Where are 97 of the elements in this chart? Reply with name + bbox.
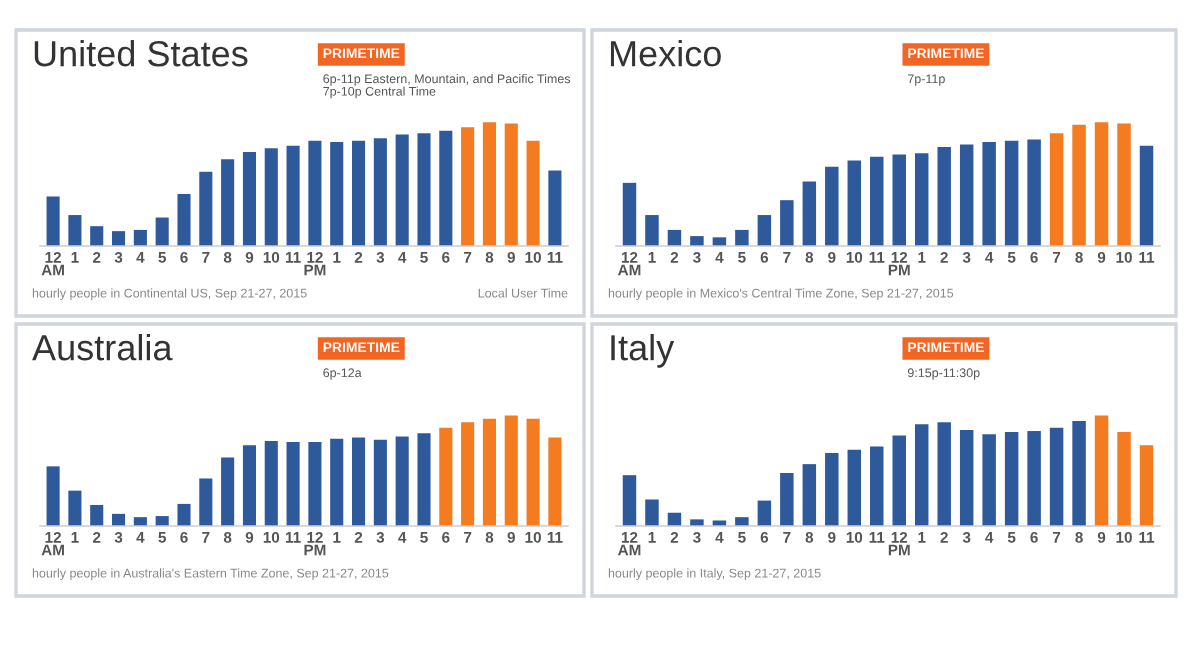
bar xyxy=(892,154,906,246)
bar xyxy=(177,503,191,526)
bar xyxy=(780,472,794,526)
bar xyxy=(330,142,344,246)
bar xyxy=(914,153,929,246)
bar xyxy=(352,140,366,246)
bar xyxy=(504,123,518,246)
chart-title: United States xyxy=(34,40,248,67)
bar xyxy=(959,144,974,246)
bar xyxy=(439,427,453,526)
bar xyxy=(504,415,518,526)
bar xyxy=(757,215,772,246)
bar xyxy=(757,500,772,526)
bar xyxy=(46,466,60,526)
bar xyxy=(461,422,475,526)
bar xyxy=(847,160,862,246)
bar xyxy=(199,171,213,246)
bar xyxy=(1094,122,1109,246)
bar xyxy=(1117,432,1131,526)
bar xyxy=(825,166,839,246)
bar xyxy=(352,437,366,526)
bar xyxy=(133,517,147,526)
bar xyxy=(1139,145,1154,246)
bar xyxy=(242,445,256,526)
bar xyxy=(982,142,996,246)
bar xyxy=(133,229,147,246)
bar xyxy=(645,215,659,246)
bar xyxy=(892,435,906,526)
bar xyxy=(417,133,431,246)
bar xyxy=(1072,421,1086,526)
bar xyxy=(482,418,496,526)
bar xyxy=(373,439,387,526)
bar xyxy=(1004,432,1019,526)
bar xyxy=(870,446,884,526)
bar xyxy=(959,429,974,526)
bar xyxy=(1139,445,1154,526)
bar xyxy=(221,457,235,526)
bar xyxy=(847,449,862,526)
bar xyxy=(330,438,344,526)
bar xyxy=(667,229,682,246)
bar xyxy=(1004,140,1019,246)
bar xyxy=(982,434,996,526)
bar xyxy=(482,122,496,246)
bar xyxy=(155,217,169,246)
bar xyxy=(1027,139,1041,246)
bar xyxy=(286,442,300,526)
bar xyxy=(221,159,235,246)
bar xyxy=(199,478,213,526)
bar xyxy=(90,226,104,246)
bar xyxy=(242,151,256,246)
bar xyxy=(395,436,409,526)
bar xyxy=(308,442,322,526)
bar xyxy=(1072,124,1086,246)
bar xyxy=(825,453,839,526)
bar xyxy=(622,182,637,246)
bar xyxy=(417,433,431,526)
bar xyxy=(622,475,637,526)
bar xyxy=(461,127,475,246)
bar xyxy=(937,146,951,246)
bar xyxy=(802,181,817,246)
bar xyxy=(735,229,749,246)
bar xyxy=(155,516,169,526)
bar xyxy=(1049,133,1064,246)
bar xyxy=(1094,415,1109,526)
bar xyxy=(46,196,60,246)
bar xyxy=(264,148,278,246)
bar xyxy=(914,424,929,526)
bar xyxy=(308,140,322,246)
bar xyxy=(526,418,540,526)
bar xyxy=(177,194,191,246)
chart-title: Italy xyxy=(611,334,675,368)
bar xyxy=(1049,427,1064,526)
bar xyxy=(690,236,704,246)
bar xyxy=(526,140,540,246)
bar xyxy=(735,517,749,526)
bar xyxy=(548,170,562,246)
bar xyxy=(264,440,278,526)
bar xyxy=(286,145,300,246)
bar xyxy=(112,513,126,526)
bar xyxy=(937,422,951,526)
chart-title: Mexico xyxy=(610,40,721,67)
bar xyxy=(68,215,82,246)
bar xyxy=(373,138,387,246)
bar xyxy=(645,499,659,526)
bar xyxy=(780,200,794,246)
bar xyxy=(1027,430,1041,526)
bar xyxy=(870,156,884,246)
bar xyxy=(90,505,104,526)
bar xyxy=(112,231,126,246)
bar xyxy=(68,490,82,526)
bar xyxy=(548,437,562,526)
bar xyxy=(395,134,409,246)
bar xyxy=(439,130,453,246)
bar xyxy=(1117,123,1131,246)
bar xyxy=(690,519,704,526)
chart-title: Australia xyxy=(32,334,173,361)
bar xyxy=(802,464,817,526)
